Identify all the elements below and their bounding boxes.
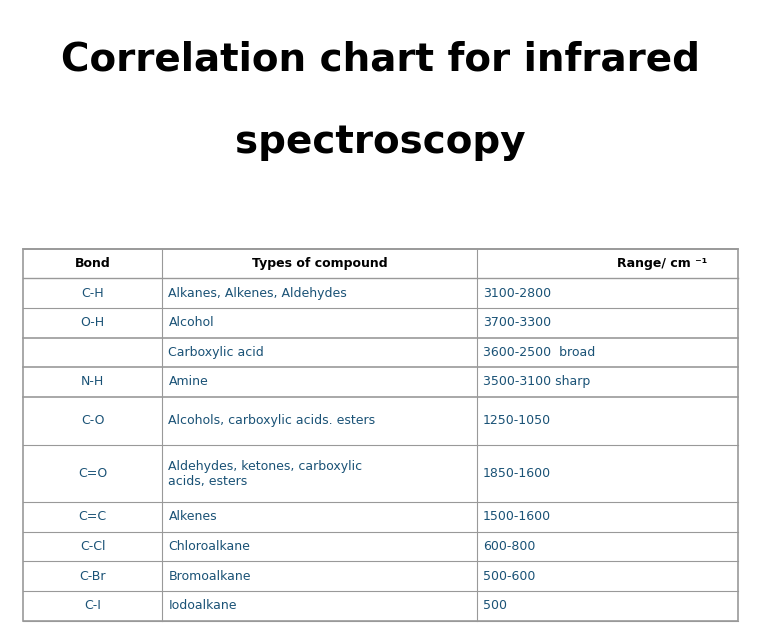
Text: 1250-1050: 1250-1050 [483,415,551,427]
Text: Amine: Amine [168,375,209,389]
Text: Alkenes: Alkenes [168,510,217,524]
Text: C-Cl: C-Cl [80,540,105,553]
Text: C-Br: C-Br [79,570,106,583]
Text: 1850-1600: 1850-1600 [483,467,551,480]
Text: Carboxylic acid: Carboxylic acid [168,346,264,359]
Text: C-O: C-O [81,415,104,427]
Text: C-I: C-I [84,599,101,612]
Text: 3700-3300: 3700-3300 [483,316,551,329]
Text: Alkanes, Alkenes, Aldehydes: Alkanes, Alkenes, Aldehydes [168,287,347,300]
Text: Aldehydes, ketones, carboxylic
acids, esters: Aldehydes, ketones, carboxylic acids, es… [168,459,362,488]
Text: 600-800: 600-800 [483,540,536,553]
Text: C-H: C-H [81,287,104,300]
Text: 3500-3100 sharp: 3500-3100 sharp [483,375,591,389]
Text: N-H: N-H [81,375,104,389]
Text: Types of compound: Types of compound [252,257,387,270]
Text: Range/ cm ⁻¹: Range/ cm ⁻¹ [616,257,707,270]
Text: 3100-2800: 3100-2800 [483,287,551,300]
Text: Bromoalkane: Bromoalkane [168,570,251,583]
Text: 3600-2500  broad: 3600-2500 broad [483,346,595,359]
Text: Alcohols, carboxylic acids. esters: Alcohols, carboxylic acids. esters [168,415,375,427]
Text: Alcohol: Alcohol [168,316,214,329]
Text: spectroscopy: spectroscopy [235,123,526,161]
Text: Bond: Bond [75,257,110,270]
Text: C=C: C=C [78,510,107,524]
Text: Chloroalkane: Chloroalkane [168,540,250,553]
Text: 500: 500 [483,599,507,612]
Text: 500-600: 500-600 [483,570,536,583]
Text: O-H: O-H [81,316,105,329]
Text: C=O: C=O [78,467,107,480]
Text: Correlation chart for infrared: Correlation chart for infrared [61,41,700,79]
Text: Iodoalkane: Iodoalkane [168,599,237,612]
Text: 1500-1600: 1500-1600 [483,510,551,524]
